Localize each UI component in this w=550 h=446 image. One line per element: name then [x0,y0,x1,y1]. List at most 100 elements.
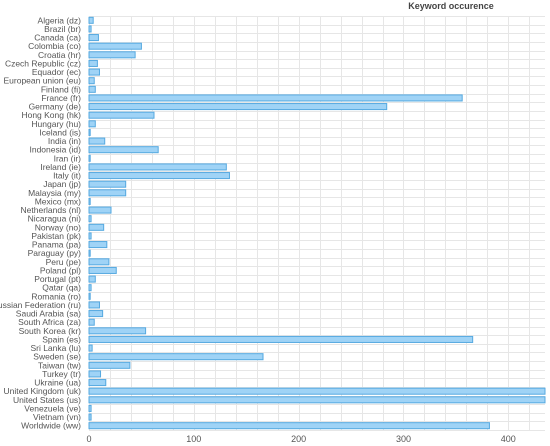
category-label: Brazil (br) [44,24,81,34]
bar[interactable] [88,180,127,188]
category-label: Hong Kong (hk) [21,110,81,120]
bar[interactable] [88,215,92,223]
bar[interactable] [88,266,117,274]
bar[interactable] [88,77,95,85]
bar[interactable] [88,172,230,180]
bar[interactable] [88,258,110,266]
x-tick-label: 100 [186,434,201,444]
category-label: Sri Lanka (lu) [30,343,81,353]
category-label: Nicaragua (ni) [28,214,82,224]
category-label: Venezuela (ve) [24,403,81,413]
bar[interactable] [88,51,136,59]
bar[interactable] [88,396,546,404]
category-label: Paraguay (py) [28,248,82,258]
category-label: South Korea (kr) [19,326,82,336]
bar[interactable] [88,241,108,249]
bar[interactable] [88,59,98,67]
bar[interactable] [88,94,463,102]
category-label: Turkey (tr) [42,369,81,379]
category-label: Finland (fi) [41,84,81,94]
bar[interactable] [88,361,131,369]
bar[interactable] [88,163,227,171]
bar[interactable] [88,292,91,300]
bar[interactable] [88,68,100,76]
bar[interactable] [88,42,142,50]
category-label: Malaysia (my) [28,188,81,198]
bar[interactable] [88,16,94,24]
bar[interactable] [88,137,106,145]
bar[interactable] [88,223,105,231]
bar[interactable] [88,120,96,128]
category-label: Russian Federation (ru) [0,300,81,310]
bar[interactable] [88,85,96,93]
bar[interactable] [88,379,107,387]
bar[interactable] [88,206,112,214]
category-label: Hungary (hu) [31,119,81,129]
bar[interactable] [88,275,96,283]
bars [88,16,546,430]
bar[interactable] [88,387,546,395]
bar[interactable] [88,232,92,240]
category-label: Mexico (mx) [35,196,81,206]
bar[interactable] [88,189,127,197]
category-label: United Kingdom (uk) [4,386,82,396]
category-label: Italy (it) [53,171,81,181]
x-tick-label: 300 [396,434,411,444]
bar[interactable] [88,103,388,111]
bar[interactable] [88,197,91,205]
bar[interactable] [88,327,147,335]
bar[interactable] [88,301,100,309]
category-label: Vietnam (vn) [33,412,81,422]
category-label: Norway (no) [35,222,81,232]
category-label: Japan (jp) [43,179,81,189]
bar[interactable] [88,146,159,154]
category-label: European union (eu) [3,76,81,86]
category-label: Peru (pe) [46,257,82,267]
category-label: Algeria (dz) [38,15,82,25]
bar[interactable] [88,111,155,119]
category-label: Sweden (se) [33,352,81,362]
category-label: Netherlands (nl) [21,205,82,215]
x-tick-label: 0 [86,434,91,444]
bar[interactable] [88,318,95,326]
category-label: Worldwide (ww) [21,421,81,431]
bar[interactable] [88,310,104,318]
category-label: Qatar (qa) [42,283,81,293]
x-tick-label: 200 [291,434,306,444]
category-label: Portugal (pt) [34,274,81,284]
bar[interactable] [88,404,92,412]
bar[interactable] [88,413,92,421]
bar[interactable] [88,284,92,292]
x-axis-ticks: 0 100 200 300 400 [86,434,515,444]
category-label: Croatia (hr) [38,50,81,60]
category-label: Saudi Arabia (sa) [16,309,81,319]
category-label: Germany (de) [29,102,82,112]
bar[interactable] [88,249,91,257]
category-label: Poland (pl) [40,265,81,275]
category-label: Colombia (co) [28,41,81,51]
category-label: South Africa (za) [18,317,81,327]
category-label: Ukraine (ua) [34,378,81,388]
category-label: Iran (ir) [54,153,82,163]
bar[interactable] [88,25,92,33]
bar[interactable] [88,344,93,352]
bar[interactable] [88,353,264,361]
bar[interactable] [88,422,490,430]
legend-label[interactable]: Keyword occurence [408,1,494,11]
category-label: Equador (ec) [32,67,81,77]
bar[interactable] [88,370,102,378]
category-label: Canada (ca) [34,33,81,43]
bar[interactable] [88,128,91,136]
category-label: Ireland (ie) [40,162,81,172]
category-label: France (fr) [41,93,81,103]
bar[interactable] [88,335,474,343]
bar[interactable] [88,34,99,42]
category-label: Indonesia (id) [29,145,81,155]
bar[interactable] [88,154,91,162]
category-label: United States (us) [13,395,81,405]
gridlines [89,16,545,431]
legend[interactable]: Keyword occurence [403,1,494,11]
category-label: Panama (pa) [32,240,81,250]
category-label: Iceland (is) [39,127,81,137]
